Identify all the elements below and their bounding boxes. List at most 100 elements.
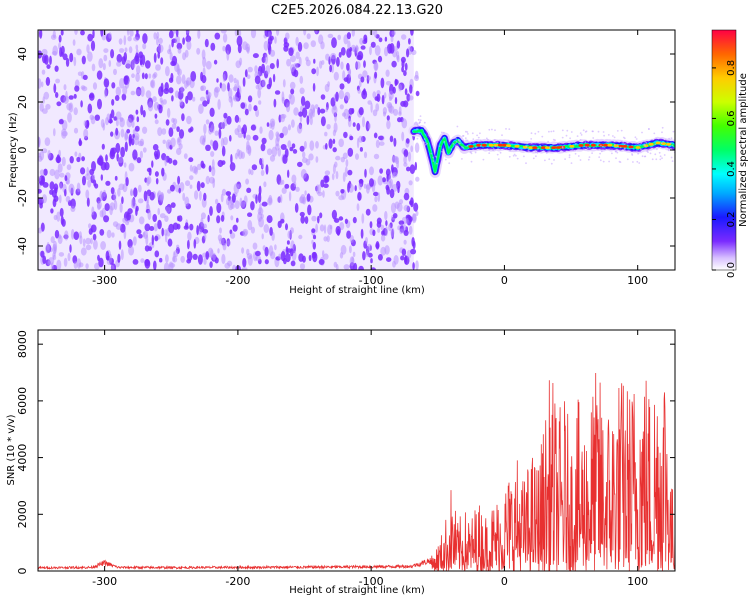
noise-blob: [308, 254, 312, 262]
noise-blob: [59, 172, 65, 178]
noise-blob: [92, 82, 98, 90]
signal-fuzz: [525, 145, 528, 148]
noise-blob: [388, 174, 392, 184]
noise-blob: [152, 73, 157, 80]
noise-blob: [68, 102, 74, 113]
noise-blob: [291, 143, 296, 149]
noise-blob: [255, 250, 261, 257]
noise-blob: [143, 190, 148, 202]
noise-blob: [261, 201, 268, 207]
noise-blob: [74, 85, 80, 92]
noise-blob: [136, 116, 140, 123]
noise-blob: [102, 63, 106, 71]
noise-blob: [45, 76, 51, 86]
waterfall-ytick-label: -20: [16, 189, 29, 207]
signal-fuzz: [597, 149, 599, 151]
signal-fuzz: [672, 130, 675, 133]
signal-fuzz: [577, 155, 580, 157]
noise-blob: [404, 254, 408, 265]
noise-blob: [76, 48, 82, 56]
noise-blob: [339, 104, 344, 110]
noise-blob: [234, 200, 240, 210]
signal-peak: [569, 144, 575, 148]
noise-blob: [131, 73, 135, 78]
signal-fuzz: [474, 151, 477, 154]
noise-blob: [314, 30, 318, 34]
chart-title: C2E5.2026.084.22.13.G20: [271, 3, 443, 18]
noise-blob: [42, 182, 49, 188]
signal-fuzz: [488, 149, 490, 152]
noise-blob: [405, 138, 410, 144]
noise-blob: [358, 107, 364, 116]
noise-blob: [207, 92, 212, 98]
noise-blob: [165, 233, 168, 243]
noise-blob: [207, 247, 214, 258]
noise-blob: [250, 226, 255, 234]
noise-blob: [186, 40, 192, 51]
noise-blob: [124, 132, 128, 142]
noise-blob: [259, 158, 263, 166]
noise-blob: [59, 194, 62, 204]
noise-blob: [299, 114, 303, 123]
noise-blob: [214, 257, 219, 264]
noise-blob: [170, 72, 174, 82]
signal-fuzz: [471, 132, 474, 135]
noise-blob: [94, 114, 101, 121]
noise-blob: [227, 82, 230, 92]
noise-blob: [384, 92, 387, 99]
noise-blob: [242, 230, 248, 237]
noise-blob: [365, 237, 368, 245]
noise-blob: [230, 154, 233, 164]
noise-blob: [85, 173, 91, 181]
noise-blob: [167, 189, 172, 194]
signal-fuzz: [600, 144, 602, 147]
noise-blob: [59, 182, 63, 190]
noise-blob: [326, 124, 331, 130]
noise-blob: [44, 54, 49, 65]
noise-blob: [336, 56, 340, 67]
noise-blob: [376, 93, 381, 103]
noise-blob: [328, 138, 333, 149]
noise-blob: [202, 67, 206, 78]
noise-blob: [90, 40, 96, 52]
noise-blob: [236, 217, 239, 223]
signal-fuzz: [496, 141, 499, 144]
noise-blob: [62, 53, 68, 61]
signal-fuzz: [616, 130, 619, 132]
signal-fuzz: [534, 151, 537, 154]
noise-blob: [73, 231, 80, 240]
noise-blob: [391, 30, 396, 36]
noise-blob: [255, 84, 260, 90]
noise-blob: [47, 260, 51, 266]
noise-blob: [247, 146, 252, 156]
noise-blob: [116, 53, 123, 63]
noise-blob: [242, 41, 248, 51]
noise-blob: [323, 175, 329, 184]
noise-blob: [128, 162, 135, 172]
noise-blob: [335, 171, 339, 180]
noise-blob: [43, 168, 48, 176]
noise-blob: [175, 35, 180, 44]
noise-blob: [408, 180, 413, 186]
noise-blob: [325, 53, 330, 61]
noise-blob: [102, 122, 106, 131]
noise-blob: [104, 203, 110, 212]
noise-blob: [192, 253, 198, 260]
noise-blob: [327, 33, 334, 39]
noise-blob: [279, 132, 284, 139]
noise-blob: [415, 90, 420, 97]
noise-blob: [331, 209, 337, 220]
noise-blob: [380, 224, 385, 231]
noise-blob: [323, 183, 329, 188]
noise-blob: [81, 156, 85, 162]
noise-blob: [165, 254, 169, 263]
noise-blob: [404, 88, 408, 96]
noise-blob: [210, 124, 215, 134]
noise-blob: [254, 65, 258, 73]
noise-blob: [42, 194, 47, 204]
noise-blob: [70, 198, 76, 209]
noise-blob: [384, 46, 389, 57]
noise-blob: [189, 126, 194, 132]
noise-blob: [363, 183, 367, 189]
signal-fuzz: [418, 122, 420, 125]
